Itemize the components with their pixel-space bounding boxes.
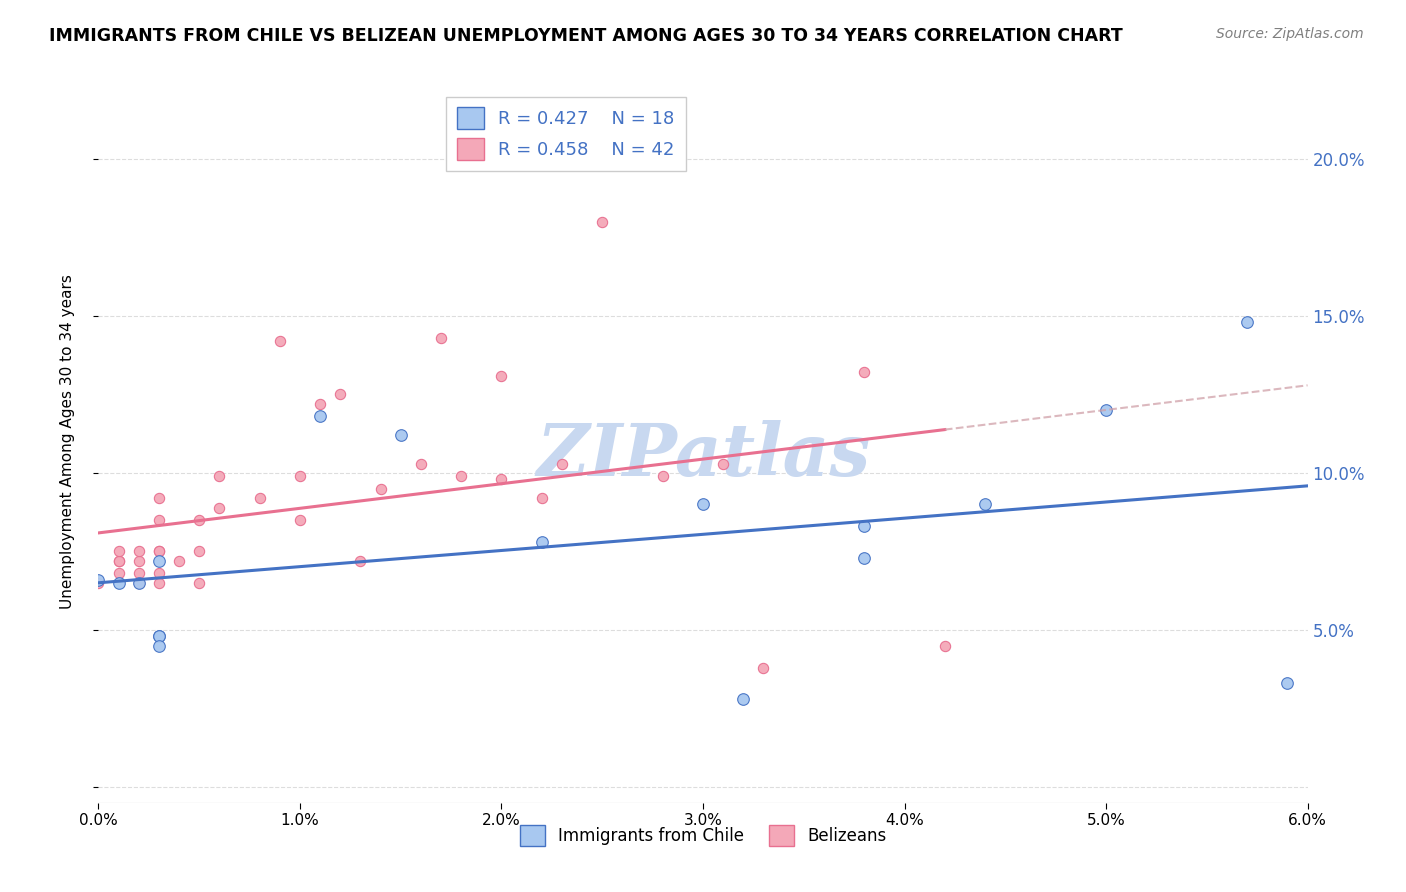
Point [107,575,129,590]
Point [288,513,311,527]
Point [711,457,734,471]
Point [974,497,997,511]
Point [370,482,392,496]
Point [128,566,150,581]
Point [148,639,170,653]
Point [188,544,211,558]
Point [87,575,110,590]
Point [430,331,453,345]
Point [167,554,190,568]
Point [128,575,150,590]
Point [853,366,876,380]
Point [148,629,170,643]
Point [128,544,150,558]
Point [148,566,170,581]
Point [148,544,170,558]
Text: ZIPatlas: ZIPatlas [536,420,870,491]
Point [692,497,714,511]
Point [329,387,352,401]
Point [128,575,150,590]
Point [530,491,553,505]
Point [208,500,231,515]
Point [591,214,613,228]
Legend: Immigrants from Chile, Belizeans: Immigrants from Chile, Belizeans [513,819,893,852]
Point [128,554,150,568]
Point [1095,403,1118,417]
Point [107,566,129,581]
Point [148,491,170,505]
Text: IMMIGRANTS FROM CHILE VS BELIZEAN UNEMPLOYMENT AMONG AGES 30 TO 34 YEARS CORRELA: IMMIGRANTS FROM CHILE VS BELIZEAN UNEMPL… [49,27,1123,45]
Point [107,554,129,568]
Point [491,472,513,486]
Point [148,513,170,527]
Point [107,544,129,558]
Point [188,513,211,527]
Point [249,491,271,505]
Point [208,469,231,483]
Point [651,469,673,483]
Point [148,575,170,590]
Point [530,535,553,549]
Point [309,397,332,411]
Point [1277,676,1299,690]
Point [409,457,432,471]
Point [853,519,876,533]
Point [349,554,371,568]
Point [148,544,170,558]
Point [188,575,211,590]
Point [491,368,513,383]
Point [450,469,472,483]
Point [389,428,412,442]
Point [288,469,311,483]
Point [87,573,110,587]
Point [309,409,332,424]
Point [269,334,291,348]
Point [107,554,129,568]
Y-axis label: Unemployment Among Ages 30 to 34 years: Unemployment Among Ages 30 to 34 years [60,274,75,609]
Point [148,629,170,643]
Point [853,550,876,565]
Point [733,692,755,706]
Point [551,457,574,471]
Point [148,554,170,568]
Point [1236,315,1258,329]
Point [934,639,956,653]
Text: Source: ZipAtlas.com: Source: ZipAtlas.com [1216,27,1364,41]
Point [752,661,775,675]
